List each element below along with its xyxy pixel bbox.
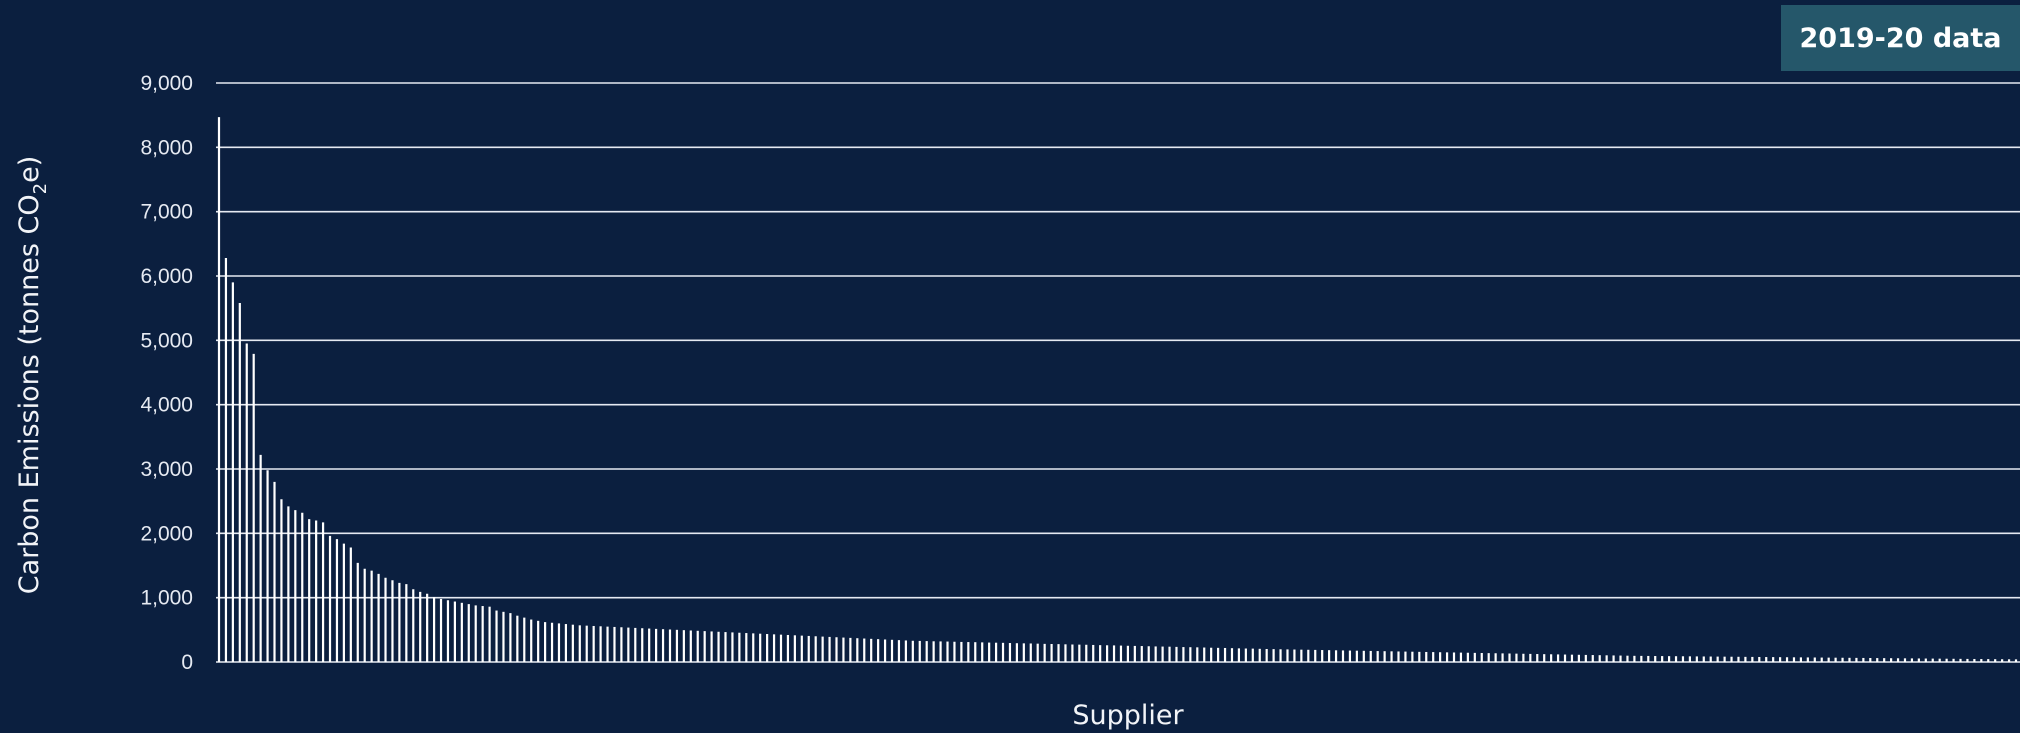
x-axis-title: Supplier <box>1072 700 1184 731</box>
y-axis-title: Carbon Emissions (tonnes CO2e) <box>14 156 51 594</box>
y-axis-title-main: Carbon Emissions (tonnes CO <box>14 194 45 594</box>
bars <box>217 117 2018 662</box>
y-tick-label: 8,000 <box>140 136 193 159</box>
y-tick-label: 9,000 <box>140 72 193 95</box>
data-year-badge: 2019-20 data <box>1781 5 2020 71</box>
y-tick-label: 0 <box>181 651 193 674</box>
y-tick-label: 2,000 <box>140 522 193 545</box>
y-tick-label: 4,000 <box>140 394 193 417</box>
gridlines <box>216 82 2020 663</box>
y-tick-label: 3,000 <box>140 458 193 481</box>
y-tick-label: 1,000 <box>140 587 193 610</box>
y-tick-label: 7,000 <box>140 201 193 224</box>
y-axis-title-tail: e) <box>14 156 45 183</box>
y-axis-tick-labels: 0 1,000 2,000 3,000 4,000 5,000 6,000 7,000 8,00… <box>140 72 193 674</box>
y-tick-label: 5,000 <box>140 329 193 352</box>
y-axis-title-subscript: 2 <box>30 183 51 194</box>
y-tick-label: 6,000 <box>140 265 193 288</box>
